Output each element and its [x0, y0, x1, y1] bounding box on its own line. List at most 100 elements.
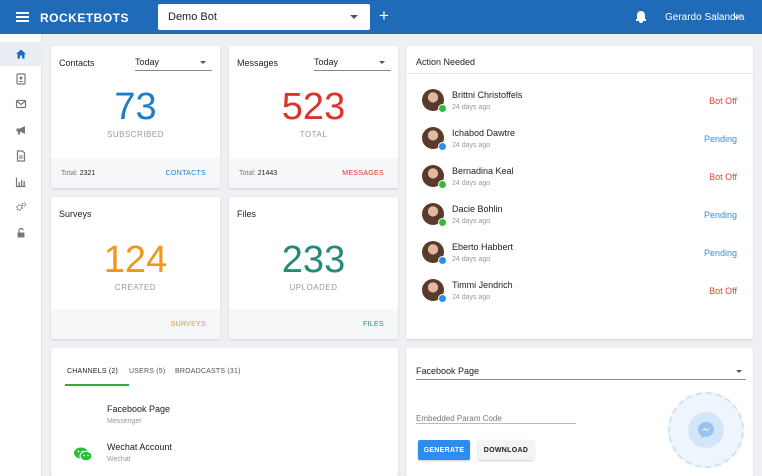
- messages-count-label: TOTAL: [299, 130, 328, 139]
- files-link[interactable]: FILES: [363, 321, 384, 328]
- surveys-count-label: CREATED: [114, 283, 157, 292]
- contact-name: Bernadina Keal: [452, 166, 514, 176]
- messenger-code: [668, 392, 744, 468]
- contacts-icon: [16, 73, 26, 85]
- action-needed-header: Action Needed: [406, 46, 753, 74]
- settings-icon: [16, 202, 27, 211]
- status-badge[interactable]: Pending: [703, 248, 737, 258]
- megaphone-icon: [16, 126, 25, 135]
- contacts-period-value: Today: [135, 57, 160, 67]
- document-icon: [16, 150, 26, 162]
- contact-time: 24 days ago: [452, 180, 491, 187]
- status-badge[interactable]: Bot Off: [709, 286, 737, 296]
- surveys-link[interactable]: SURVEYS: [170, 321, 206, 328]
- embed-card: Facebook Page GENERATE DOWNLOAD: [406, 348, 753, 476]
- bell-icon[interactable]: [636, 11, 646, 23]
- status-badge[interactable]: Pending: [703, 210, 737, 220]
- messages-title: Messages: [237, 58, 279, 68]
- home-icon: [16, 49, 26, 59]
- messenger-badge-icon: [438, 256, 447, 265]
- list-item[interactable]: Bernadina Keal 24 days ago Bot Off: [406, 162, 753, 200]
- wechat-badge-icon: [438, 218, 447, 227]
- sidebar-item-home[interactable]: [0, 42, 42, 66]
- messages-period-select[interactable]: Today: [314, 56, 391, 71]
- chevron-down-icon: [200, 61, 206, 64]
- list-item[interactable]: Wechat Account Wechat: [73, 442, 373, 470]
- list-item[interactable]: Brittni Christoffels 24 days ago Bot Off: [406, 86, 753, 124]
- surveys-footer: SURVEYS: [51, 309, 220, 339]
- embedded-param-field[interactable]: [416, 408, 576, 424]
- channel-type: Wechat: [107, 456, 131, 463]
- contact-name: Ichabod Dawtre: [452, 128, 516, 138]
- messenger-badge-icon: [438, 142, 447, 151]
- list-item[interactable]: Facebook Page Messenger: [73, 404, 373, 432]
- files-count-label: UPLOADED: [289, 283, 338, 292]
- mail-icon: [15, 99, 27, 109]
- messages-period-value: Today: [314, 57, 339, 67]
- download-button[interactable]: DOWNLOAD: [478, 440, 534, 460]
- add-bot-button[interactable]: +: [379, 6, 389, 25]
- bot-selector[interactable]: Demo Bot: [158, 4, 370, 30]
- surveys-title: Surveys: [59, 209, 92, 219]
- contacts-count-label: SUBSCRIBED: [106, 130, 164, 139]
- messages-card: Messages Today 523 TOTAL Total: 21443 ME…: [229, 46, 398, 188]
- files-card: Files 233 UPLOADED FILES: [229, 197, 398, 339]
- list-item[interactable]: Eberto Habbert 24 days ago Pending: [406, 238, 753, 276]
- generate-button[interactable]: GENERATE: [418, 440, 470, 460]
- sidebar-item-surveys[interactable]: [0, 144, 42, 168]
- list-item[interactable]: Ichabod Dawtre 24 days ago Pending: [406, 124, 753, 162]
- messages-footer: Total: 21443 MESSAGES: [229, 158, 398, 188]
- contacts-count: 73: [114, 86, 157, 128]
- channels-card: CHANNELS (2) USERS (5) BROADCASTS (31) F…: [51, 348, 398, 476]
- status-badge[interactable]: Pending: [703, 134, 737, 144]
- contact-name: Brittni Christoffels: [452, 90, 523, 100]
- status-badge[interactable]: Bot Off: [709, 172, 737, 182]
- embedded-param-input[interactable]: [416, 414, 576, 423]
- list-item[interactable]: Timmi Jendrich 24 days ago Bot Off: [406, 276, 753, 314]
- sidebar: [0, 34, 42, 476]
- messages-link[interactable]: MESSAGES: [342, 170, 384, 177]
- menu-icon[interactable]: [16, 12, 29, 22]
- action-needed-title: Action Needed: [416, 57, 476, 67]
- chart-icon: [15, 177, 26, 188]
- top-bar: ROCKETBOTS Demo Bot + Gerardo Salandra: [0, 0, 762, 34]
- files-footer: FILES: [229, 309, 398, 339]
- sidebar-item-permissions[interactable]: [0, 221, 42, 245]
- action-needed-card: Action Needed Brittni Christoffels 24 day…: [406, 46, 753, 339]
- messages-count: 523: [281, 86, 346, 128]
- contact-time: 24 days ago: [452, 256, 491, 263]
- facebook-page-select[interactable]: Facebook Page: [416, 364, 746, 380]
- channel-type: Messenger: [107, 418, 142, 425]
- channel-name: Facebook Page: [107, 404, 171, 414]
- wechat-icon: [74, 447, 93, 462]
- sidebar-item-messages[interactable]: [0, 92, 42, 116]
- user-name[interactable]: Gerardo Salandra: [665, 12, 745, 23]
- facebook-page-value: Facebook Page: [416, 366, 480, 376]
- contacts-link[interactable]: CONTACTS: [165, 170, 206, 177]
- tab-users[interactable]: USERS (5): [129, 368, 166, 375]
- contact-name: Timmi Jendrich: [452, 280, 513, 290]
- app-logo: ROCKETBOTS: [40, 11, 129, 25]
- sidebar-item-analytics[interactable]: [0, 170, 42, 194]
- contacts-total: Total: 2321: [61, 170, 96, 177]
- channel-name: Wechat Account: [107, 442, 172, 452]
- status-badge[interactable]: Bot Off: [709, 96, 737, 106]
- bot-selector-value: Demo Bot: [168, 11, 217, 23]
- list-item[interactable]: Dacie Bohlin 24 days ago Pending: [406, 200, 753, 238]
- files-title: Files: [237, 209, 257, 219]
- contacts-footer: Total: 2321 CONTACTS: [51, 158, 220, 188]
- sidebar-item-broadcasts[interactable]: [0, 118, 42, 142]
- wechat-badge-icon: [438, 104, 447, 113]
- contacts-period-select[interactable]: Today: [135, 56, 212, 71]
- surveys-count: 124: [103, 239, 168, 281]
- tab-broadcasts[interactable]: BROADCASTS (31): [175, 368, 241, 375]
- tab-channels[interactable]: CHANNELS (2): [65, 364, 129, 386]
- contact-time: 24 days ago: [452, 142, 491, 149]
- sidebar-item-settings[interactable]: [0, 195, 42, 219]
- unlock-icon: [17, 227, 25, 238]
- contacts-card: Contacts Today 73 SUBSCRIBED Total: 2321…: [51, 46, 220, 188]
- messages-total: Total: 21443: [239, 170, 278, 177]
- sidebar-item-contacts[interactable]: [0, 67, 42, 91]
- contact-name: Eberto Habbert: [452, 242, 514, 252]
- contacts-title: Contacts: [59, 58, 95, 68]
